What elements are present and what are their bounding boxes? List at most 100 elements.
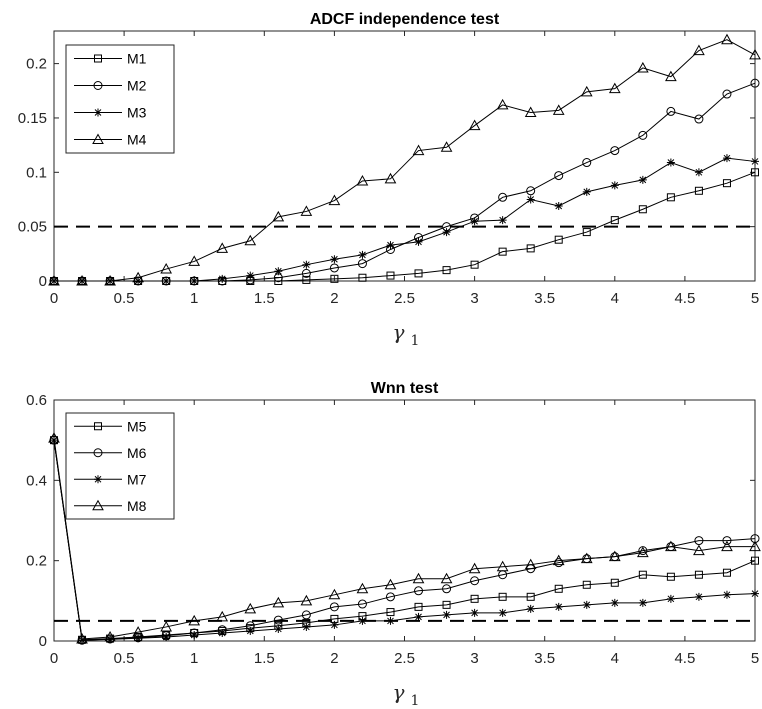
data-point	[554, 235, 563, 244]
data-point	[386, 608, 395, 617]
data-point	[526, 592, 535, 601]
data-point	[134, 277, 143, 285]
data-point	[246, 626, 255, 635]
legend-entry-M3: M3	[74, 105, 147, 121]
data-point	[554, 584, 563, 593]
y-tick-label: 0.05	[18, 219, 47, 236]
legend-entry-M8: M8	[74, 498, 147, 514]
data-point	[666, 106, 676, 116]
data-point	[301, 610, 311, 620]
data-point	[638, 570, 647, 579]
x-tick-label: 2.5	[394, 290, 415, 307]
x-tick-label: 3.5	[534, 650, 555, 667]
data-point	[526, 195, 535, 204]
legend-marker	[94, 422, 102, 431]
x-tick-label: 2	[330, 650, 338, 667]
chart-1: 0 0.5 1 1.5 2 2.5 3 3.5 4 4.5 5 0 0.05 0.1 0.15 0.2 ADCF…	[18, 11, 761, 349]
data-point	[329, 263, 339, 273]
data-point	[524, 106, 537, 118]
data-point	[48, 274, 60, 286]
data-point	[498, 247, 507, 256]
data-point	[76, 274, 88, 286]
data-point	[749, 48, 761, 60]
data-point	[328, 588, 341, 600]
data-point	[190, 277, 199, 285]
data-point	[358, 273, 367, 282]
chart-title: ADCF independence test	[310, 11, 500, 28]
data-point	[638, 175, 647, 184]
x-tick-label: 0	[50, 650, 58, 667]
data-point	[666, 158, 675, 167]
data-point	[552, 554, 565, 566]
data-point	[414, 269, 423, 278]
x-tick-label: 5	[751, 290, 759, 307]
data-point	[636, 61, 649, 73]
legend-entry-M4: M4	[74, 132, 147, 148]
data-point	[188, 255, 201, 266]
data-point	[580, 85, 593, 97]
data-point	[386, 241, 395, 250]
data-point	[134, 634, 143, 643]
data-point	[498, 592, 507, 601]
data-point	[468, 562, 481, 574]
x-axis-label: γ	[393, 680, 405, 704]
data-point	[414, 586, 424, 596]
data-point	[440, 141, 453, 152]
data-point	[470, 576, 480, 586]
series-line	[53, 440, 756, 641]
data-point	[104, 630, 116, 642]
data-point	[470, 217, 479, 226]
data-point	[274, 267, 283, 276]
data-point	[440, 572, 453, 584]
legend-entry-M6: M6	[74, 445, 147, 461]
legend-marker	[94, 54, 102, 63]
legend: M5 M6 M7 M8	[65, 412, 175, 520]
x-axis-label-subscript: 1	[411, 693, 420, 709]
data-point	[554, 171, 564, 181]
data-point	[302, 622, 311, 631]
data-point	[357, 599, 367, 609]
data-point	[665, 540, 677, 552]
data-point	[76, 632, 88, 644]
legend-label: M3	[127, 105, 147, 121]
data-point	[610, 598, 619, 607]
data-point	[582, 187, 591, 196]
x-tick-label: 3.5	[534, 290, 555, 307]
legend-label: M5	[127, 418, 147, 434]
series-M3	[50, 154, 759, 285]
data-point	[722, 568, 731, 577]
legend-marker	[93, 448, 103, 458]
series-M7	[50, 436, 759, 645]
data-point	[442, 610, 451, 619]
chart-title: Wnn test	[371, 380, 439, 397]
x-tick-label: 4.5	[674, 650, 695, 667]
data-point	[244, 602, 257, 614]
data-point	[272, 596, 285, 608]
data-point	[385, 592, 395, 602]
data-point	[272, 210, 285, 222]
data-point	[358, 250, 367, 259]
legend-marker	[92, 133, 104, 144]
x-tick-label: 5	[751, 650, 759, 667]
data-point	[526, 244, 535, 253]
data-point	[496, 560, 509, 572]
x-tick-label: 1	[190, 290, 198, 307]
data-point	[610, 146, 620, 156]
x-tick-label: 1.5	[254, 290, 275, 307]
data-point	[582, 600, 591, 609]
data-point	[582, 228, 591, 237]
data-point	[526, 604, 535, 613]
data-point	[162, 277, 171, 285]
data-point	[749, 540, 761, 552]
data-point	[722, 154, 731, 163]
legend-label: M4	[127, 132, 147, 148]
x-tick-label: 0	[50, 290, 58, 307]
data-point	[722, 536, 732, 546]
data-point	[721, 33, 733, 45]
data-point	[330, 274, 339, 283]
legend-label: M1	[127, 51, 147, 67]
series-M8	[48, 432, 761, 644]
data-point	[694, 570, 703, 579]
data-point	[246, 271, 255, 280]
x-tick-label: 4.5	[674, 290, 695, 307]
